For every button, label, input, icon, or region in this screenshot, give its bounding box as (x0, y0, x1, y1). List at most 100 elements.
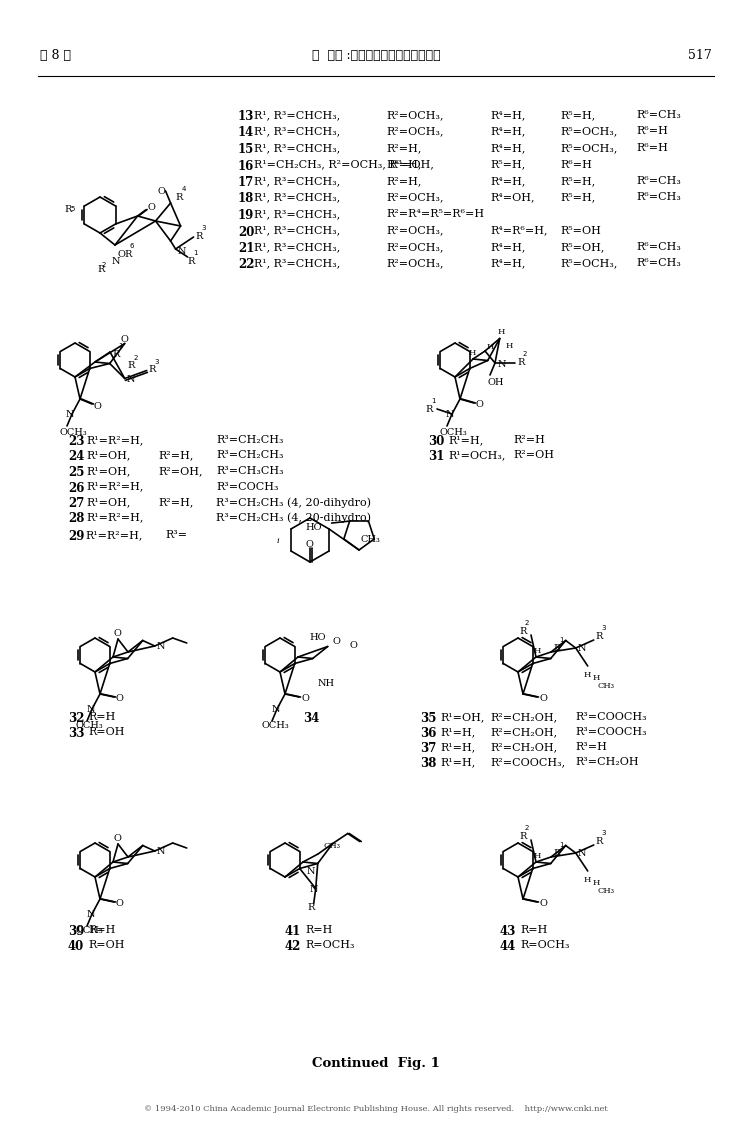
Text: R²=H,: R²=H, (158, 450, 193, 460)
Text: 第 8 期: 第 8 期 (40, 49, 71, 62)
Text: R¹=OH,: R¹=OH, (440, 713, 484, 722)
Text: R¹, R³=CHCH₃,: R¹, R³=CHCH₃, (254, 127, 340, 137)
Text: 4: 4 (181, 185, 186, 192)
Text: R⁵=OH: R⁵=OH (560, 225, 601, 235)
Text: R: R (596, 632, 603, 641)
Text: R²=OCH₃,: R²=OCH₃, (386, 192, 444, 202)
Text: R⁴=R⁶=H,: R⁴=R⁶=H, (490, 225, 547, 235)
Text: R⁶=CH₃: R⁶=CH₃ (636, 259, 681, 268)
Text: R: R (196, 232, 203, 241)
Text: H: H (534, 852, 541, 860)
Text: 24: 24 (68, 450, 84, 464)
Text: R⁴=H,: R⁴=H, (490, 143, 526, 153)
Text: O: O (116, 899, 124, 908)
Text: N: N (87, 705, 96, 714)
Text: R¹=R²=H,: R¹=R²=H, (86, 435, 144, 444)
Text: R¹=OH,: R¹=OH, (86, 497, 130, 507)
Text: R: R (596, 837, 603, 846)
Text: O: O (350, 641, 358, 650)
Text: R²=CH₂OH,: R²=CH₂OH, (490, 713, 557, 722)
Text: R¹=H,: R¹=H, (440, 727, 475, 737)
Text: H: H (584, 877, 591, 884)
Text: 3: 3 (602, 625, 606, 631)
Text: R²=OCH₃,: R²=OCH₃, (386, 225, 444, 235)
Text: CH₃: CH₃ (598, 887, 614, 895)
Text: CH₃: CH₃ (598, 682, 614, 690)
Text: R⁵=OCH₃,: R⁵=OCH₃, (560, 259, 617, 268)
Text: R⁶=CH₃: R⁶=CH₃ (636, 192, 681, 202)
Text: N: N (307, 867, 316, 877)
Text: N: N (578, 849, 587, 858)
Text: R¹, R³=CHCH₃,: R¹, R³=CHCH₃, (254, 242, 340, 252)
Text: R: R (128, 362, 135, 371)
Text: 19: 19 (238, 209, 254, 222)
Text: R: R (553, 644, 560, 653)
Text: O: O (158, 187, 165, 196)
Text: R⁵=OH,: R⁵=OH, (560, 242, 605, 252)
Text: R²=COOCH₃,: R²=COOCH₃, (490, 757, 565, 767)
Text: R¹, R³=CHCH₃,: R¹, R³=CHCH₃, (254, 225, 340, 235)
Text: H: H (469, 349, 476, 357)
Text: Continued  Fig. 1: Continued Fig. 1 (312, 1057, 440, 1070)
Text: 28: 28 (68, 512, 84, 526)
Text: R¹=OH,: R¹=OH, (86, 450, 130, 460)
Text: 3: 3 (202, 225, 206, 231)
Text: R=H: R=H (305, 925, 332, 935)
Text: 34: 34 (303, 713, 320, 725)
Text: R¹=OCH₃,: R¹=OCH₃, (448, 450, 505, 460)
Text: R⁵=H,: R⁵=H, (560, 176, 596, 185)
Text: 22: 22 (238, 259, 254, 271)
Text: R=H: R=H (88, 713, 115, 722)
Text: R⁴=H,: R⁴=H, (386, 159, 421, 170)
Text: R: R (519, 627, 526, 636)
Text: 30: 30 (428, 435, 444, 448)
Text: O: O (539, 899, 547, 908)
Text: R⁵=H,: R⁵=H, (490, 159, 525, 170)
Text: O: O (306, 539, 314, 549)
Text: N: N (87, 910, 96, 920)
Text: O: O (121, 336, 129, 345)
Text: OH: OH (487, 378, 504, 387)
Text: 6: 6 (130, 243, 135, 249)
Text: R⁶=H: R⁶=H (560, 159, 592, 170)
Text: CH₃: CH₃ (360, 535, 381, 544)
Text: R³=: R³= (165, 530, 187, 539)
Text: R¹, R³=CHCH₃,: R¹, R³=CHCH₃, (254, 259, 340, 268)
Text: R²=CH₂OH,: R²=CH₂OH, (490, 742, 557, 752)
Text: R²=OH,: R²=OH, (158, 466, 202, 476)
Text: R: R (64, 206, 71, 215)
Text: O: O (116, 694, 124, 703)
Text: R²=H,: R²=H, (386, 176, 421, 185)
Text: O: O (117, 250, 125, 259)
Text: R⁴=H,: R⁴=H, (490, 127, 526, 137)
Text: R¹, R³=CHCH₃,: R¹, R³=CHCH₃, (254, 192, 340, 202)
Text: CH₃: CH₃ (323, 841, 340, 851)
Text: R³=COOCH₃: R³=COOCH₃ (575, 727, 647, 737)
Text: 2: 2 (525, 824, 529, 831)
Text: N: N (177, 247, 186, 256)
Text: N: N (446, 411, 454, 418)
Text: R=OH: R=OH (88, 727, 125, 737)
Text: O: O (476, 400, 484, 409)
Text: N: N (156, 847, 165, 856)
Text: R: R (519, 832, 526, 841)
Text: 2: 2 (102, 262, 106, 268)
Text: 15: 15 (238, 143, 254, 156)
Text: O: O (539, 694, 547, 703)
Text: i: i (277, 537, 280, 545)
Text: R⁵=H,: R⁵=H, (560, 192, 596, 202)
Text: 23: 23 (68, 435, 84, 448)
Text: 33: 33 (68, 727, 84, 740)
Text: R⁴=H,: R⁴=H, (490, 259, 526, 268)
Text: R³=COOCH₃: R³=COOCH₃ (575, 713, 647, 722)
Text: R⁴=H,: R⁴=H, (490, 176, 526, 185)
Text: H: H (487, 343, 494, 351)
Text: R: R (187, 257, 195, 266)
Text: 25: 25 (68, 466, 84, 480)
Text: R⁴=OH,: R⁴=OH, (490, 192, 535, 202)
Text: R³=COCH₃: R³=COCH₃ (216, 482, 278, 492)
Text: H: H (593, 674, 600, 682)
Text: R: R (149, 365, 156, 374)
Text: R=OCH₃: R=OCH₃ (520, 940, 569, 950)
Text: OCH₃: OCH₃ (60, 428, 88, 437)
